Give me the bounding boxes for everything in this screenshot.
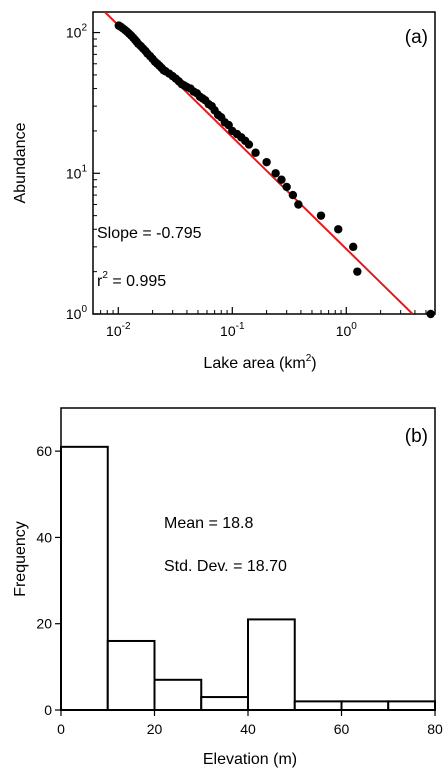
panel-a-y-tick-label: 102: [66, 23, 88, 41]
panel-a-data-point: [426, 309, 435, 319]
panel-a-x-axis-title: Lake area (km2): [203, 353, 316, 372]
panel-a-data-point: [282, 182, 291, 192]
panel-b-y-tick-label: 0: [44, 702, 52, 718]
panel-a-data-point: [262, 157, 271, 167]
panel-b-histogram-bar: [387, 700, 436, 711]
panel-a-label: (a): [405, 27, 428, 48]
panel-a-data-point: [353, 267, 362, 276]
panel-b-x-axis-title: Elevation (m): [203, 751, 297, 768]
panel-b-histogram-bar: [153, 678, 203, 711]
panel-a-data-point: [288, 190, 298, 200]
panel-b-std-annotation: Std. Dev. = 18.70: [164, 558, 287, 575]
panel-b-y-tick-label: 40: [36, 529, 52, 545]
panel-a-data-point: [277, 175, 286, 184]
panel-a-data-point: [334, 225, 343, 234]
panel-a-points: [114, 21, 435, 319]
panel-b-histogram-bar: [200, 696, 249, 711]
panel-b-y-axis-title: Frequency: [12, 521, 29, 597]
panel-a-data-point: [271, 169, 280, 178]
panel-a-y-tick-label: 100: [66, 304, 88, 322]
panel-b-x-tick-label: 20: [147, 721, 163, 737]
panel-b-histogram-bar: [60, 445, 109, 711]
panel-b-histogram-bar: [106, 639, 156, 712]
panel-b-histogram-bar: [340, 700, 390, 711]
panel-b-x-tick-label: 0: [57, 721, 65, 737]
panel-b-x-tick-label: 40: [240, 721, 256, 737]
panel-b-bars: [60, 445, 436, 712]
panel-a-data-point: [316, 211, 326, 220]
panel-a-ticks: 10-2 10-1 100 100 101 102: [66, 23, 436, 339]
panel-a-x-tick-label: 10-1: [220, 321, 245, 339]
panel-a-plot-frame: [92, 11, 436, 315]
panel-b-ticks: 0 20 40 60 80 0 20 40 60: [36, 443, 443, 737]
panel-a-slope-annotation: Slope = -0.795: [97, 225, 202, 242]
panel-b-label: (b): [405, 426, 428, 447]
panel-a-data-point: [294, 200, 303, 209]
panel-b-x-tick-label: 60: [334, 721, 350, 737]
panel-a-data-point: [349, 242, 358, 252]
panel-b-mean-annotation: Mean = 18.8: [164, 515, 254, 532]
panel-b-y-tick-label: 60: [36, 443, 52, 459]
panel-b-histogram-bar: [247, 618, 296, 712]
panel-a-data-point: [251, 148, 260, 157]
panel-a-data-point: [244, 140, 254, 149]
panel-b-y-tick-label: 20: [36, 616, 52, 632]
panel-b-x-tick-label: 80: [427, 721, 443, 737]
panel-a-y-axis-title: Abundance: [12, 122, 29, 203]
panel-b-histogram: 0 20 40 60 80 0 20 40 60 (b) Mean = 18.8 Std. De…: [12, 407, 443, 768]
panel-b-histogram-bar: [293, 700, 343, 711]
panel-a-y-tick-label: 101: [66, 163, 88, 181]
panel-a-x-tick-label: 100: [336, 321, 358, 339]
panel-a-x-tick-label: 10-2: [106, 321, 131, 339]
panel-a-r2-annotation: r2 = 0.995: [97, 270, 166, 290]
